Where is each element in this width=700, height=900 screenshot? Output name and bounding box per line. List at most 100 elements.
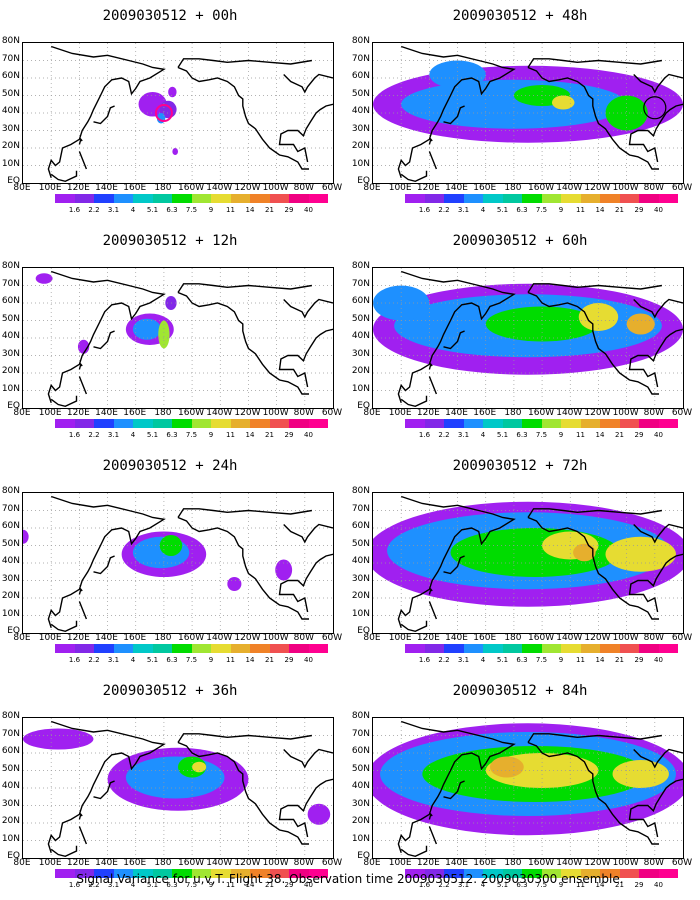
lon-tick-label: 140W: [556, 633, 583, 643]
lon-tick-label: 160W: [528, 408, 555, 418]
lat-tick-label: 80N: [1, 36, 20, 46]
colorbar-swatch: [639, 194, 659, 203]
coastline: [443, 780, 465, 800]
lon-tick-label: 80E: [13, 633, 31, 643]
coastline: [47, 45, 166, 179]
lon-tick-label: 160W: [528, 858, 555, 868]
lon-tick-label: 60W: [671, 408, 693, 418]
variance-contour: [429, 60, 486, 89]
colorbar-tick-label: 5.1: [496, 431, 509, 439]
lon-tick-label: 160E: [123, 858, 147, 868]
colorbar-tick-label: 29: [634, 881, 644, 889]
map-svg: [373, 493, 683, 633]
colorbar-tick-label: 2.2: [88, 431, 100, 439]
colorbar-tick-label: 11: [576, 206, 585, 214]
colorbar-tick-label: 4: [130, 881, 136, 889]
coastline: [93, 780, 115, 800]
lon-tick-label: 160W: [178, 408, 205, 418]
lat-tick-label: EQ: [7, 176, 20, 186]
lat-tick-label: 30N: [351, 123, 370, 134]
lon-tick-label: 180: [154, 183, 172, 193]
lat-tick-label: 30N: [351, 348, 370, 359]
colorbar-tick-label: 6.3: [516, 206, 528, 214]
lat-tick-label: 80N: [351, 261, 370, 271]
lat-tick-label: EQ: [357, 851, 370, 861]
colorbar-swatch: [308, 644, 328, 653]
variance-contour: [605, 95, 648, 131]
lat-tick-label: 80N: [351, 36, 370, 46]
lat-tick-label: 50N: [1, 763, 20, 774]
lon-tick-label: 100W: [262, 858, 289, 868]
lon-tick-label: 120W: [234, 858, 261, 868]
colorbar-swatch: [580, 419, 600, 428]
colorbar-tick-label: 3.1: [107, 206, 120, 214]
lat-tick-label: EQ: [357, 176, 370, 186]
lon-tick-label: 120E: [66, 633, 90, 643]
lat-tick-label: 30N: [1, 123, 20, 134]
colorbar-tick-label: 5.1: [496, 206, 509, 214]
lat-tick-label: 70N: [1, 53, 20, 64]
coastline: [278, 553, 333, 613]
colorbar-swatch: [405, 419, 425, 428]
colorbar-swatch: [230, 419, 250, 428]
colorbar-swatch: [463, 644, 483, 653]
colorbar-labels: 1.6 2.2 3.1 4 5.1 6.3 7.5 9 11 14 21 29 40: [55, 881, 325, 890]
map-svg: [373, 268, 683, 408]
observation-marker: [154, 104, 173, 122]
lat-tick-label: 60N: [1, 296, 20, 306]
lon-tick-label: 120W: [234, 633, 261, 643]
lon-tick-label: 80W: [293, 858, 314, 868]
colorbar-tick-label: 9: [208, 431, 214, 439]
colorbar-tick-label: 40: [304, 656, 313, 664]
coastline: [633, 298, 683, 319]
colorbar-tick-label: 7.5: [185, 881, 198, 889]
colorbar-tick-label: 40: [654, 431, 663, 439]
coastline: [428, 362, 433, 370]
colorbar-tick-label: 7.5: [535, 206, 548, 214]
colorbar-tick-label: 14: [245, 206, 255, 214]
lon-tick-label: 100W: [262, 183, 289, 193]
lat-tick-label: 10N: [1, 608, 20, 619]
colorbar-swatch: [269, 419, 289, 428]
variance-contour: [551, 95, 575, 110]
lon-tick-label: 120W: [584, 858, 611, 868]
lon-tick-label: 160W: [178, 858, 205, 868]
coastline: [428, 376, 438, 395]
variance-contour: [168, 86, 177, 98]
colorbar-swatch: [308, 194, 328, 203]
coastline: [397, 45, 516, 179]
coastline: [527, 283, 663, 293]
colorbar-tick-label: 4: [130, 206, 136, 214]
map-svg: [23, 43, 333, 183]
lon-tick-label: 60W: [671, 183, 693, 193]
colorbar-swatch: [94, 644, 114, 653]
colorbar-swatch: [619, 194, 639, 203]
lat-tick-label: 10N: [1, 158, 20, 169]
colorbar-tick-label: 40: [654, 881, 663, 889]
lon-tick-label: 160E: [473, 408, 497, 418]
colorbar-tick-label: 14: [595, 656, 605, 664]
colorbar-swatch: [211, 419, 231, 428]
lon-tick-label: 80E: [13, 408, 31, 418]
lon-tick-label: 120E: [66, 408, 90, 418]
colorbar-swatch: [55, 869, 75, 878]
colorbar-swatch: [424, 644, 444, 653]
colorbar-tick-label: 4: [130, 431, 136, 439]
coastline: [527, 741, 659, 845]
coastline: [443, 105, 465, 125]
variance-contour: [165, 296, 177, 310]
lat-tick-label: 70N: [1, 278, 20, 289]
lat-tick-label: 30N: [1, 573, 20, 584]
lon-tick-label: 160E: [123, 183, 147, 193]
figure-caption: Signal Variance for u,v,T. Flight 38. Ob…: [76, 872, 624, 886]
colorbar-swatch: [502, 869, 522, 878]
colorbar-swatch: [658, 869, 678, 878]
panel-title: 2009030512 + 00h: [102, 8, 238, 24]
map-area: [372, 717, 684, 859]
coastline: [50, 395, 78, 408]
colorbar-swatch: [74, 194, 94, 203]
coastline: [628, 328, 683, 388]
map-area: [372, 492, 684, 634]
coastline: [78, 826, 88, 845]
colorbar-swatch: [289, 869, 309, 878]
